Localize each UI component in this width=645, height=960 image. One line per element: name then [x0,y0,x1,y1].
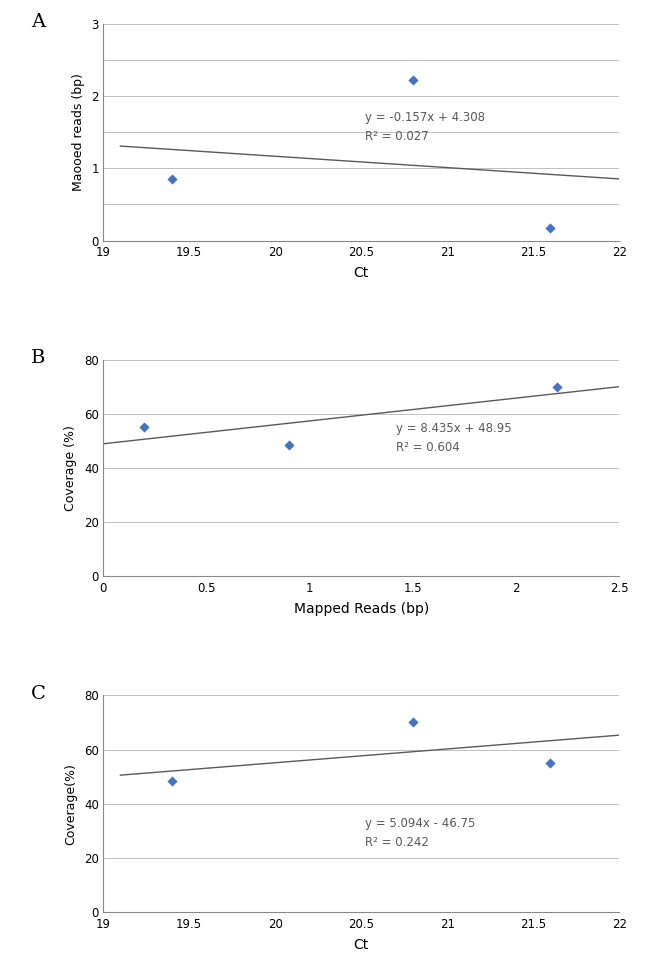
Point [552,379,562,395]
Point [408,73,418,88]
Text: C: C [31,684,46,703]
X-axis label: Mapped Reads (bp): Mapped Reads (bp) [293,602,429,615]
Y-axis label: Coverage(%): Coverage(%) [64,763,77,845]
Point [167,172,177,187]
Text: A: A [31,13,45,31]
X-axis label: Ct: Ct [353,266,369,280]
Text: B: B [31,348,45,367]
Point [545,756,555,771]
Y-axis label: Maooed reads (bp): Maooed reads (bp) [72,73,84,191]
Text: y = 8.435x + 48.95
R² = 0.604: y = 8.435x + 48.95 R² = 0.604 [396,422,512,454]
Point [139,420,150,435]
Point [284,438,294,453]
Text: y = 5.094x - 46.75
R² = 0.242: y = 5.094x - 46.75 R² = 0.242 [364,817,475,850]
Y-axis label: Coverage (%): Coverage (%) [64,425,77,511]
Text: y = -0.157x + 4.308
R² = 0.027: y = -0.157x + 4.308 R² = 0.027 [364,110,484,143]
Point [167,773,177,788]
Point [545,220,555,235]
Point [408,715,418,731]
X-axis label: Ct: Ct [353,938,369,951]
